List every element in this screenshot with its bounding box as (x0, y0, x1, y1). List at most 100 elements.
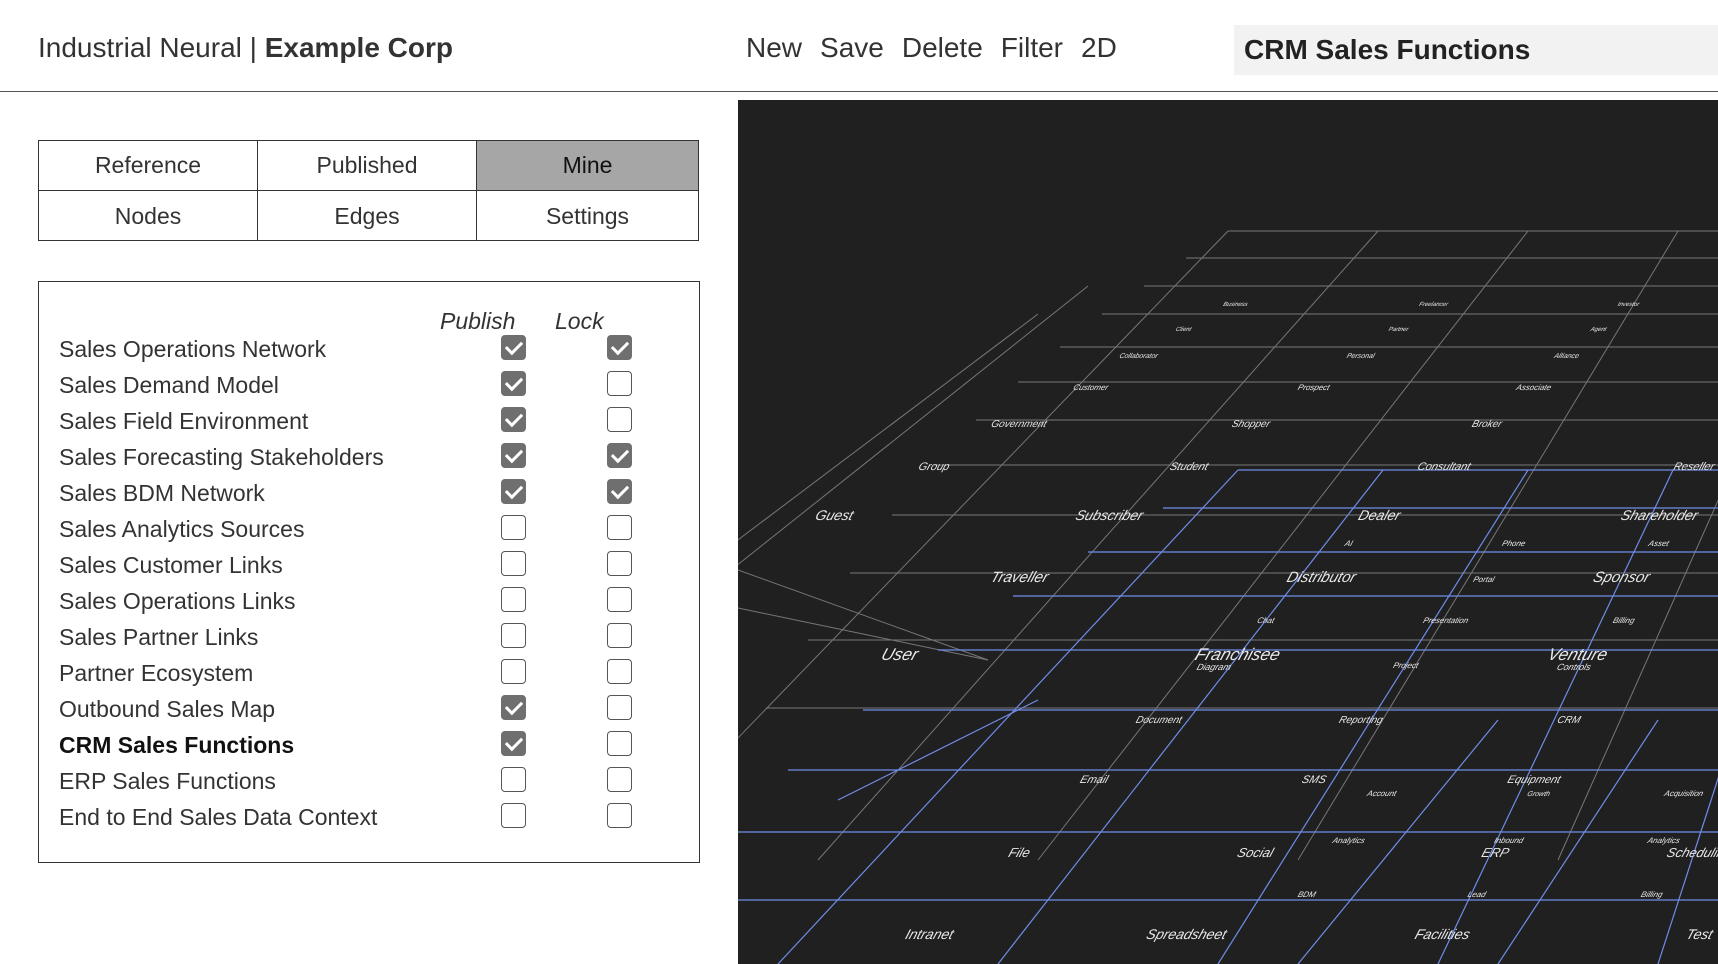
graph-node-label[interactable]: Shopper (1230, 419, 1272, 430)
graph-node-label[interactable]: Franchisee (1193, 644, 1284, 663)
publish-checkbox[interactable] (501, 803, 526, 828)
map-name[interactable]: Sales Operations Links (59, 588, 296, 614)
map-list-item[interactable]: Sales BDM Network (59, 478, 679, 508)
graph-node-label[interactable]: Associate (1514, 383, 1553, 392)
graph-node-label[interactable]: Reporting (1337, 715, 1384, 726)
graph-node-label[interactable]: Sponsor (1591, 569, 1653, 586)
graph-node-label[interactable]: CRM (1556, 715, 1583, 726)
lock-checkbox[interactable] (607, 551, 632, 576)
publish-checkbox[interactable] (501, 479, 526, 504)
map-list-item[interactable]: CRM Sales Functions (59, 730, 679, 760)
map-name[interactable]: Sales Field Environment (59, 408, 309, 434)
publish-checkbox[interactable] (501, 551, 526, 576)
current-map-title[interactable]: CRM Sales Functions (1234, 25, 1718, 75)
graph-node-label[interactable]: Phone (1501, 539, 1527, 548)
graph-node-label[interactable]: File (1007, 845, 1033, 860)
lock-checkbox[interactable] (607, 695, 632, 720)
graph-node-label[interactable]: Scheduling (1665, 845, 1718, 860)
lock-checkbox[interactable] (607, 623, 632, 648)
graph-node-label[interactable]: Document (1134, 715, 1184, 726)
graph-node-label[interactable]: Chat (1256, 616, 1276, 625)
map-name[interactable]: Outbound Sales Map (59, 696, 276, 722)
publish-checkbox[interactable] (501, 659, 526, 684)
graph-node-label[interactable]: Alliance (1552, 352, 1580, 360)
publish-checkbox[interactable] (501, 767, 526, 792)
graph-node-label[interactable]: Personal (1346, 352, 1377, 360)
graph-node-label[interactable]: Distributor (1285, 569, 1360, 586)
graph-node-label[interactable]: Diagram (1195, 662, 1232, 672)
graph-node-label[interactable]: Subscriber (1073, 508, 1146, 524)
graph-node-label[interactable]: Dealer (1356, 508, 1403, 524)
map-name[interactable]: End to End Sales Data Context (59, 804, 378, 830)
graph-node-label[interactable]: Lead (1467, 890, 1488, 899)
lock-checkbox[interactable] (607, 443, 632, 468)
publish-checkbox[interactable] (501, 443, 526, 468)
view-2d-button[interactable]: 2D (1081, 32, 1117, 63)
lock-checkbox[interactable] (607, 803, 632, 828)
graph-node-label[interactable]: Test (1684, 927, 1716, 943)
publish-checkbox[interactable] (501, 515, 526, 540)
graph-3d-view[interactable]: Guest Subscriber Dealer Shareholder Group Stu… (738, 100, 1718, 964)
graph-node-label[interactable]: User (879, 644, 922, 663)
graph-node-label[interactable]: Growth (1526, 790, 1551, 798)
graph-node-label[interactable]: AI (1343, 539, 1355, 548)
lock-checkbox[interactable] (607, 659, 632, 684)
graph-node-label[interactable]: Reseller (1672, 461, 1717, 473)
graph-node-label[interactable]: ERP (1480, 845, 1512, 860)
graph-node-label[interactable]: Freelancer (1418, 301, 1450, 308)
map-name[interactable]: Sales Analytics Sources (59, 516, 305, 542)
graph-canvas[interactable]: Guest Subscriber Dealer Shareholder Group Stu… (738, 100, 1718, 964)
map-name[interactable]: ERP Sales Functions (59, 768, 276, 794)
graph-node-label[interactable]: Asset (1646, 539, 1670, 548)
graph-node-label[interactable]: Intranet (903, 927, 957, 943)
publish-checkbox[interactable] (501, 695, 526, 720)
map-name[interactable]: CRM Sales Functions (59, 732, 295, 758)
map-list-item[interactable]: Partner Ecosystem (59, 658, 679, 688)
map-list-item[interactable]: Sales Demand Model (59, 370, 679, 400)
map-name[interactable]: Sales Forecasting Stakeholders (59, 444, 384, 470)
map-list-item[interactable]: End to End Sales Data Context (59, 802, 679, 832)
delete-button[interactable]: Delete (901, 32, 983, 63)
graph-node-label[interactable]: BDM (1297, 890, 1318, 899)
publish-checkbox[interactable] (501, 587, 526, 612)
graph-node-label[interactable]: Guest (813, 508, 856, 524)
tab-mine[interactable]: Mine (477, 141, 698, 191)
graph-node-label[interactable]: Business (1222, 301, 1249, 308)
map-list-item[interactable]: Sales Field Environment (59, 406, 679, 436)
lock-checkbox[interactable] (607, 335, 632, 360)
graph-node-label[interactable]: Project (1392, 661, 1420, 670)
map-list-item[interactable]: Sales Operations Links (59, 586, 679, 616)
map-list-item[interactable]: ERP Sales Functions (59, 766, 679, 796)
graph-node-label[interactable]: Analytics (1330, 836, 1366, 845)
map-name[interactable]: Sales Customer Links (59, 552, 283, 578)
graph-node-label[interactable]: Facilities (1413, 927, 1473, 943)
map-list-item[interactable]: Sales Operations Network (59, 334, 679, 364)
lock-checkbox[interactable] (607, 515, 632, 540)
map-list-item[interactable]: Sales Partner Links (59, 622, 679, 652)
publish-checkbox[interactable] (501, 371, 526, 396)
graph-node-label[interactable]: Account (1365, 789, 1398, 798)
graph-node-label[interactable]: Email (1078, 774, 1110, 786)
graph-node-label[interactable]: Collaborator (1118, 352, 1159, 360)
graph-node-label[interactable]: SMS (1300, 774, 1328, 786)
graph-node-label[interactable]: Shareholder (1619, 508, 1702, 524)
graph-node-label[interactable]: Inbound (1493, 836, 1525, 845)
new-button[interactable]: New (746, 32, 803, 63)
map-list-item[interactable]: Sales Analytics Sources (59, 514, 679, 544)
lock-checkbox[interactable] (607, 587, 632, 612)
lock-checkbox[interactable] (607, 479, 632, 504)
graph-node-label[interactable]: Equipment (1506, 774, 1563, 786)
map-list-item[interactable]: Sales Forecasting Stakeholders (59, 442, 679, 472)
tab-reference[interactable]: Reference (39, 141, 258, 191)
lock-checkbox[interactable] (607, 731, 632, 756)
map-name[interactable]: Sales Operations Network (59, 336, 327, 362)
filter-button[interactable]: Filter (1000, 32, 1064, 63)
graph-node-label[interactable]: Customer (1072, 383, 1110, 392)
graph-node-label[interactable]: Agent (1589, 326, 1608, 333)
graph-node-label[interactable]: Venture (1545, 644, 1611, 663)
graph-node-label[interactable]: Billing (1612, 616, 1637, 625)
graph-node-label[interactable]: Controls (1556, 662, 1593, 672)
tab-edges[interactable]: Edges (258, 191, 477, 241)
save-button[interactable]: Save (820, 32, 884, 63)
map-list-item[interactable]: Sales Customer Links (59, 550, 679, 580)
